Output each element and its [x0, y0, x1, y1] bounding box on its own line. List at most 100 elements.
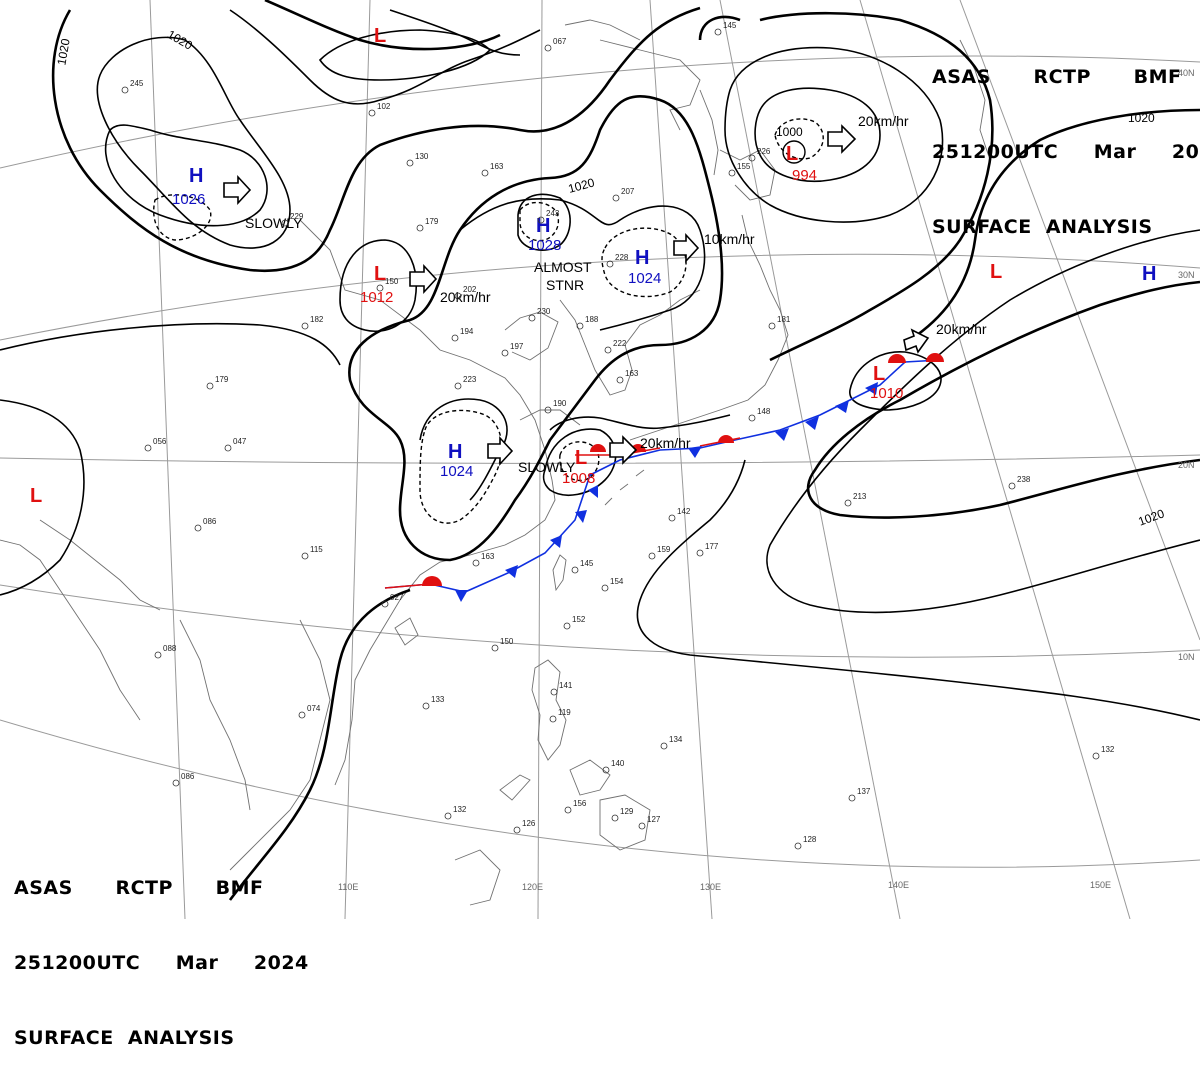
station-pressure: 179: [425, 217, 439, 226]
movement-arrows: [223, 124, 930, 467]
station-marker: [224, 444, 232, 452]
station-marker: [376, 284, 384, 292]
movement-label: 20km/hr: [936, 321, 987, 337]
station-marker: [563, 622, 571, 630]
low-center: L: [990, 261, 1002, 283]
station-pressure: 148: [757, 407, 771, 416]
station-pressure: 194: [460, 327, 474, 336]
station-pressure: 056: [153, 437, 167, 446]
station-pressure: 145: [580, 559, 594, 568]
coast-bay-bengal: [179, 619, 251, 811]
cold-triangle: [688, 446, 702, 458]
station-pressure: 129: [620, 807, 634, 816]
lon-label: 150E: [1090, 880, 1111, 890]
graticule: [0, 0, 1200, 919]
header-line2: 251200UTC Mar 2024: [14, 952, 309, 974]
station-marker: [501, 349, 509, 357]
station-marker: [481, 169, 489, 177]
isobar-1010-low: [849, 351, 942, 411]
coast-mindanao: [599, 794, 651, 851]
dashed-1024-b: [601, 227, 687, 298]
header-bottom: ASAS RCTP BMF 251200UTC Mar 2024 SURFACE…: [14, 826, 309, 1076]
station-pressure: 222: [613, 339, 627, 348]
arrow-icon: [223, 174, 252, 206]
station-marker: [576, 322, 584, 330]
station-marker: [172, 779, 180, 787]
station-pressure: 228: [615, 253, 629, 262]
station-marker: [544, 406, 552, 414]
station-pressure: 067: [553, 37, 567, 46]
high-value: 1024: [440, 463, 473, 480]
low-center: L: [873, 363, 885, 385]
station-pressure: 229: [290, 212, 304, 221]
meridian-140e: [719, 0, 901, 919]
station-marker: [121, 86, 129, 94]
cold-triangle: [505, 565, 518, 578]
lon-label: 140E: [888, 880, 909, 890]
station-pressure: 150: [500, 637, 514, 646]
dashed-nw: [153, 194, 212, 241]
station-marker: [794, 842, 802, 850]
coast-indochina: [229, 619, 331, 871]
low-center: L: [575, 447, 587, 469]
station-pressure: 159: [657, 545, 671, 554]
station-marker: [537, 216, 545, 224]
arrow-icon: [487, 435, 514, 467]
parallel-30n: [0, 253, 1200, 341]
station-marker: [206, 382, 214, 390]
station-marker: [454, 382, 462, 390]
station-pressure: 190: [553, 399, 567, 408]
arrow-icon: [409, 263, 438, 295]
warm-semicircle: [718, 435, 734, 443]
meridian-110e: [344, 0, 371, 919]
coast-visayas: [569, 759, 611, 796]
station-pressure: 188: [585, 315, 599, 324]
meridian-130e: [649, 0, 713, 919]
dashed-east-low: [774, 118, 824, 160]
station-marker: [844, 499, 852, 507]
lon-label: 110E: [338, 882, 358, 892]
cold-triangle: [588, 485, 598, 498]
station-marker: [728, 169, 736, 177]
station-marker: [1092, 752, 1100, 760]
isobar-north-mid: [264, 0, 501, 51]
cold-front-triangles: [455, 382, 878, 602]
station-pressure: 126: [522, 819, 536, 828]
warm-semicircle: [926, 353, 944, 362]
station-marker: [298, 711, 306, 719]
isobar-label: 1000: [776, 125, 803, 139]
coast-west-islands: [0, 539, 141, 721]
isobar-se-1: [766, 229, 1200, 614]
station-pressure: 130: [415, 152, 429, 161]
isobar-east-1: [754, 87, 881, 183]
station-marker: [368, 109, 376, 117]
lat-label: 20N: [1178, 460, 1195, 470]
station-pressure: 074: [307, 704, 321, 713]
movement-label: 20km/hr: [640, 435, 691, 451]
coast-india: [39, 519, 161, 611]
station-pressure: 243: [546, 209, 560, 218]
coast-yellow-sea: [519, 409, 581, 426]
coast-okhotsk: [564, 19, 641, 41]
station-marker: [544, 44, 552, 52]
dashed-1028: [519, 201, 560, 242]
meridian-100e: [149, 0, 186, 919]
station-pressure: 238: [1017, 475, 1031, 484]
movement-label: 10km/hr: [704, 231, 755, 247]
station-pressure: 226: [757, 147, 771, 156]
high-value: 1024: [628, 270, 661, 287]
header-line3: SURFACE ANALYSIS: [14, 1027, 235, 1049]
high-center: H: [635, 247, 649, 269]
low-value: 1012: [360, 289, 393, 306]
isobars: [0, 0, 1200, 901]
station-pressure: 132: [453, 805, 467, 814]
movement-label: 20km/hr: [858, 113, 909, 129]
coast-borneo: [454, 849, 501, 906]
station-marker: [604, 346, 612, 354]
station-pressure: 213: [853, 492, 867, 501]
station-marker: [1008, 482, 1016, 490]
meridian-150e: [859, 0, 1131, 919]
cold-triangle: [805, 416, 819, 430]
dashed-1008: [559, 441, 600, 482]
isobar-front-ring: [549, 414, 731, 431]
